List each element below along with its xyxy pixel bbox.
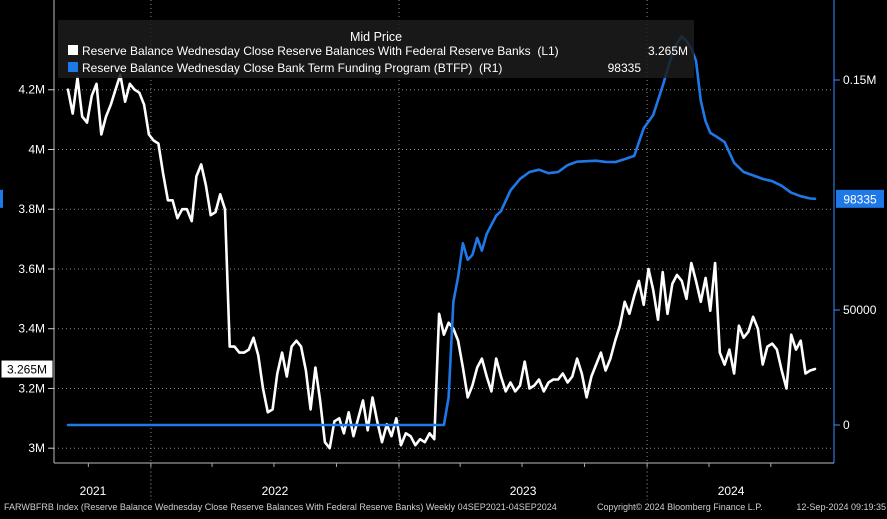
x-tick-label-2021: 2021 [80, 484, 107, 498]
footer-timestamp: 12-Sep-2024 09:19:35 [796, 502, 886, 512]
x-tick-label-2024: 2024 [718, 484, 745, 498]
series-lines [66, 34, 817, 450]
legend-value-btfp: 98335 [608, 61, 642, 75]
last-value-markers: 3.265M 98335 [0, 189, 884, 379]
footer-copyright: Copyright© 2024 Bloomberg Finance L.P. [597, 502, 763, 512]
last-value-marker-btfp [836, 189, 884, 208]
last-value-marker-btfp-label: 98335 [843, 192, 877, 206]
legend: Mid Price Reserve Balance Wednesday Clos… [58, 20, 694, 78]
last-value-marker-reserve-balances [0, 359, 54, 379]
legend-value-reserve-balances: 3.265M [648, 44, 688, 58]
btfp-left-edge-marker [0, 189, 3, 208]
series-line-reserve-balances [66, 73, 817, 450]
footer: FARWBFRB Index (Reserve Balance Wednesda… [4, 502, 886, 512]
legend-swatch-reserve-balances [68, 45, 78, 55]
right-tick-label-1: 50000 [843, 303, 877, 317]
left-tick-label-5: 4M [28, 142, 45, 156]
left-tick-label-3: 3.6M [18, 262, 45, 276]
right-tick-label-0: 0 [843, 418, 850, 432]
axes: 3M 3.2M 3.4M 3.6M 3.8M 4M 4.2M 0 50000 0.15M 2021 2… [18, 0, 877, 500]
legend-title: Mid Price [350, 30, 402, 44]
legend-box [58, 20, 694, 78]
x-tick-label-2023: 2023 [510, 484, 537, 498]
right-tick-label-2: 0.15M [843, 73, 876, 87]
left-tick-label-6: 4.2M [18, 83, 45, 97]
legend-swatch-btfp [68, 62, 78, 72]
left-tick-label-4: 3.8M [18, 202, 45, 216]
left-tick-label-1: 3.2M [18, 381, 45, 395]
legend-label-reserve-balances: Reserve Balance Wednesday Close Reserve … [82, 44, 559, 58]
x-tick-label-2022: 2022 [262, 484, 289, 498]
left-tick-label-0: 3M [28, 441, 45, 455]
series-line-btfp [66, 34, 817, 427]
footer-index-description: FARWBFRB Index (Reserve Balance Wednesda… [4, 502, 557, 512]
legend-label-btfp: Reserve Balance Wednesday Close Bank Ter… [82, 61, 502, 75]
left-tick-label-2: 3.4M [18, 322, 45, 336]
last-value-marker-reserve-balances-label: 3.265M [7, 363, 47, 377]
